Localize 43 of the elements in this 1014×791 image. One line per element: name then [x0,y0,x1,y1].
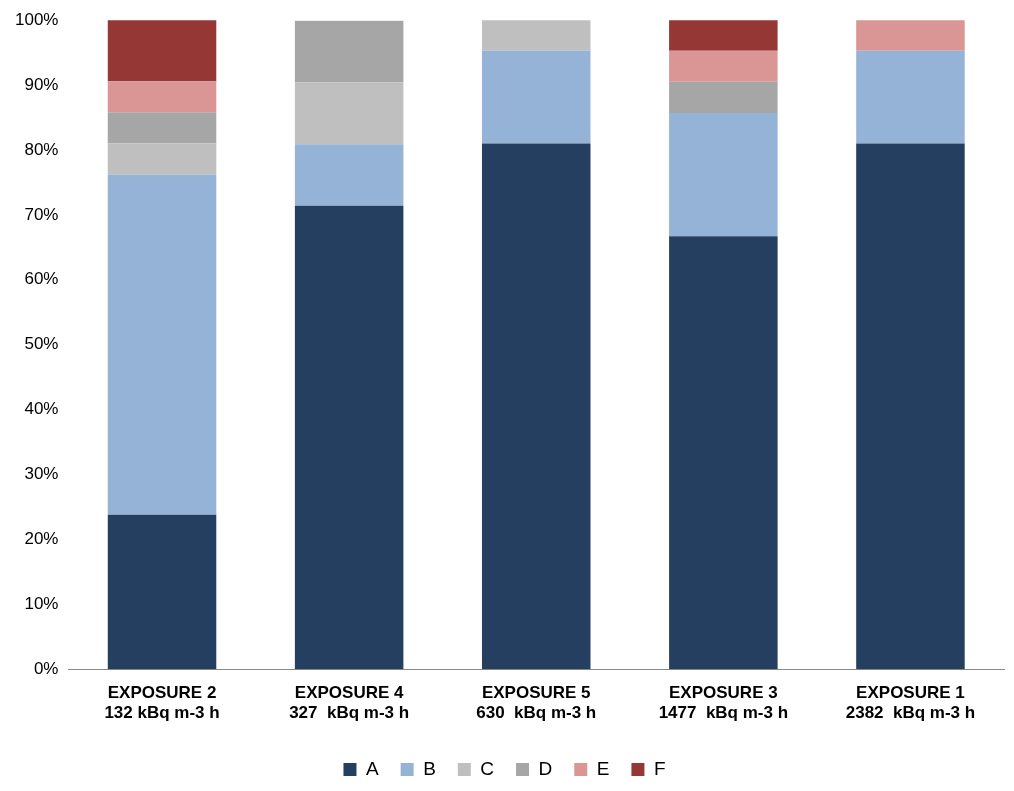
bar [294,82,404,145]
legend-label: F [653,757,666,779]
bar [669,113,778,237]
y-tick-label: 80% [24,139,59,159]
legend-label: D [538,757,553,779]
y-tick-label: 100% [15,9,59,29]
bar [856,50,965,144]
bar [856,20,965,51]
bar [669,81,778,114]
legend-label: E [596,757,610,779]
y-tick-label: 50% [24,334,59,354]
bar [481,50,591,144]
bar [107,174,217,515]
y-tick-label: 10% [24,593,59,613]
x-tick-label: EXPOSURE 3 1477 kBq m-3 h [658,683,789,723]
x-tick-label: EXPOSURE 4 327 kBq m-3 h [289,683,410,723]
bar [856,143,965,670]
y-tick-label: 40% [24,399,59,419]
y-tick-label: 20% [24,529,59,549]
bar [669,50,778,82]
bar [481,143,591,670]
bar [107,514,217,670]
legend-label: C [480,757,495,779]
bar [107,81,217,113]
legend-label: A [365,757,379,779]
bar [294,20,404,83]
legend-label: B [423,757,436,779]
bar [669,20,778,51]
bar [294,144,404,206]
x-tick-label: EXPOSURE 5 630 kBq m-3 h [476,683,597,723]
bar [107,20,217,82]
bar [669,236,778,670]
bar [294,205,404,670]
y-tick-label: 60% [24,269,59,289]
y-tick-label: 70% [24,204,59,224]
x-tick-label: EXPOSURE 1 2382 kBq m-3 h [845,683,976,723]
y-tick-label: 30% [24,464,59,484]
y-tick-label: 0% [33,658,59,678]
bar [107,112,217,144]
x-tick-label: EXPOSURE 2 132 kBq m-3 h [104,683,220,723]
bar [481,20,591,51]
bar [107,143,217,175]
y-tick-label: 90% [24,74,59,94]
